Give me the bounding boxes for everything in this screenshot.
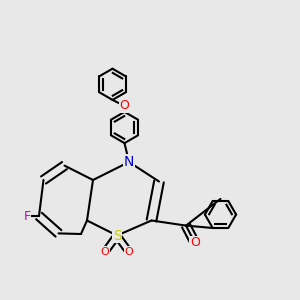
Text: O: O — [120, 99, 129, 112]
Text: O: O — [100, 247, 109, 257]
Text: O: O — [124, 247, 134, 257]
Text: O: O — [190, 236, 200, 250]
Text: F: F — [23, 209, 31, 223]
Text: N: N — [124, 155, 134, 169]
Text: S: S — [112, 229, 122, 242]
